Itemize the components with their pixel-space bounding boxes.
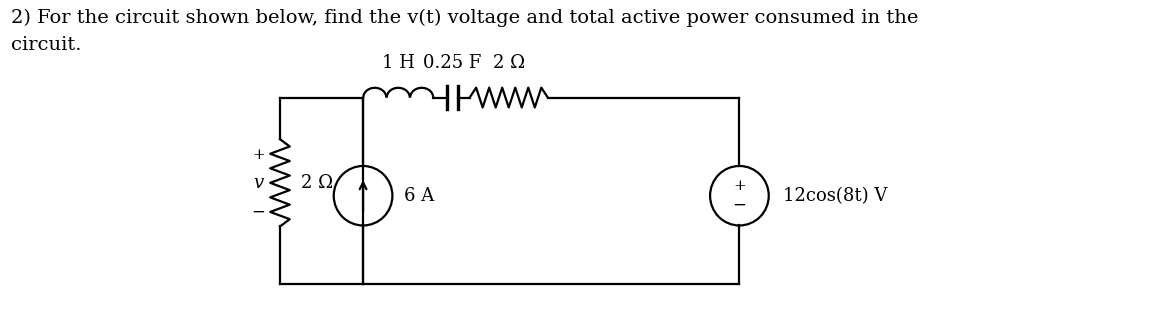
Text: 1 H: 1 H: [382, 54, 414, 72]
Text: +: +: [733, 179, 746, 193]
Text: v: v: [253, 174, 264, 192]
Text: −: −: [252, 204, 266, 221]
Text: 2 Ω: 2 Ω: [302, 174, 334, 192]
Text: 2 Ω: 2 Ω: [493, 54, 525, 72]
Text: circuit.: circuit.: [12, 36, 82, 54]
Text: +: +: [252, 148, 265, 162]
Text: −: −: [732, 197, 746, 214]
Text: 2) For the circuit shown below, find the v(t) voltage and total active power con: 2) For the circuit shown below, find the…: [12, 8, 918, 26]
Text: 12cos(8t) V: 12cos(8t) V: [784, 187, 887, 205]
Text: 0.25 F: 0.25 F: [424, 54, 482, 72]
Text: 6 A: 6 A: [404, 187, 434, 205]
